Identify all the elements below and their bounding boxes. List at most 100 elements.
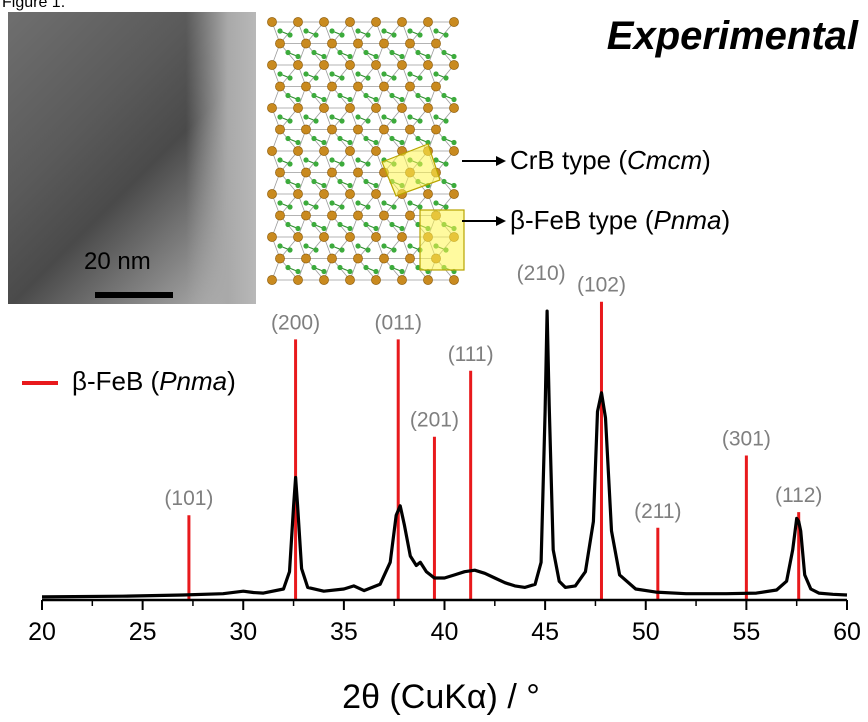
annotation-arrow-head-0 xyxy=(496,156,506,166)
boron-atom xyxy=(311,92,317,99)
iron-atom xyxy=(301,167,311,178)
boron-atom xyxy=(399,268,405,275)
boron-atom xyxy=(443,118,449,124)
iron-atom xyxy=(327,253,337,264)
iron-atom xyxy=(353,124,363,135)
boron-atom xyxy=(339,32,345,38)
boron-atom xyxy=(443,75,449,81)
iron-atom xyxy=(275,167,285,178)
boron-atom xyxy=(337,92,343,99)
boron-atom xyxy=(389,49,395,56)
boron-atom xyxy=(347,53,353,60)
boron-atom xyxy=(451,96,457,103)
boron-atom xyxy=(373,182,379,189)
boron-atom xyxy=(337,178,343,185)
boron-atom xyxy=(425,96,431,103)
boron-atom xyxy=(363,221,369,228)
iron-atom xyxy=(431,38,441,49)
annotation-feb: β-FeB type (Pnma) xyxy=(510,205,731,235)
x-tick-label-7: 55 xyxy=(732,618,760,646)
boron-atom xyxy=(285,135,291,142)
boron-atom xyxy=(303,71,309,77)
iron-atom xyxy=(423,189,433,199)
boron-atom xyxy=(295,225,301,232)
boron-atom xyxy=(285,178,291,185)
boron-atom xyxy=(451,182,457,189)
reflection-label-6: (211) xyxy=(634,500,681,523)
boron-atom xyxy=(339,204,345,210)
boron-atom xyxy=(415,135,421,142)
boron-atom xyxy=(287,32,293,38)
boron-atom xyxy=(329,28,335,34)
iron-atom xyxy=(449,103,459,113)
scale-bar-label: 20 nm xyxy=(84,248,151,275)
iron-atom xyxy=(397,232,407,242)
iron-atom xyxy=(293,275,303,285)
iron-atom xyxy=(319,232,329,242)
boron-atom xyxy=(391,75,397,81)
boron-atom xyxy=(277,71,283,77)
iron-atom xyxy=(293,60,303,70)
boron-atom xyxy=(407,114,413,120)
x-tick-label-1: 25 xyxy=(129,618,157,646)
iron-atom xyxy=(319,17,329,27)
legend: β-FeB (Pnma) xyxy=(22,366,236,397)
iron-atom xyxy=(301,210,311,221)
iron-atom xyxy=(405,253,415,264)
boron-atom xyxy=(355,28,361,34)
boron-atom xyxy=(321,53,327,60)
boron-atom xyxy=(347,182,353,189)
iron-atom xyxy=(327,81,337,92)
boron-atom xyxy=(329,114,335,120)
boron-atom xyxy=(355,243,361,249)
iron-atom xyxy=(319,189,329,199)
iron-atom xyxy=(301,253,311,264)
boron-atom xyxy=(443,204,449,210)
boron-atom xyxy=(295,139,301,146)
iron-atom xyxy=(449,146,459,156)
boron-atom xyxy=(373,268,379,275)
boron-atom xyxy=(365,204,371,210)
iron-atom xyxy=(423,17,433,27)
figure-label: Figure 1. xyxy=(2,0,66,11)
boron-atom xyxy=(381,28,387,34)
reflection-label-2: (011) xyxy=(374,311,421,334)
boron-atom xyxy=(339,118,345,124)
iron-atom xyxy=(345,103,355,113)
iron-atom xyxy=(397,17,407,27)
boron-atom xyxy=(365,118,371,124)
boron-atom xyxy=(425,53,431,60)
diffraction-pattern xyxy=(41,309,848,599)
boron-atom xyxy=(415,221,421,228)
boron-atom xyxy=(303,114,309,120)
reflection-label-7: (301) xyxy=(722,428,771,451)
boron-atom xyxy=(399,139,405,146)
boron-atom xyxy=(399,53,405,60)
boron-atom xyxy=(313,247,319,253)
iron-atom xyxy=(293,146,303,156)
boron-atom xyxy=(311,221,317,228)
iron-atom xyxy=(397,275,407,285)
boron-atom xyxy=(363,264,369,271)
iron-atom xyxy=(423,60,433,70)
boron-atom xyxy=(441,92,447,99)
boron-atom xyxy=(285,92,291,99)
iron-atom xyxy=(449,60,459,70)
iron-atom xyxy=(431,124,441,135)
boron-atom xyxy=(451,53,457,60)
boron-atom xyxy=(365,161,371,167)
boron-atom xyxy=(417,75,423,81)
unit-cell-feb xyxy=(419,209,465,271)
iron-atom xyxy=(379,210,389,221)
tem-micrograph xyxy=(8,12,256,304)
boron-atom xyxy=(337,135,343,142)
boron-atom xyxy=(303,243,309,249)
boron-atom xyxy=(329,157,335,163)
boron-atom xyxy=(337,221,343,228)
iron-atom xyxy=(301,124,311,135)
boron-atom xyxy=(287,247,293,253)
crystal-structure-image xyxy=(267,17,465,285)
boron-atom xyxy=(391,204,397,210)
boron-atom xyxy=(355,157,361,163)
iron-atom xyxy=(405,81,415,92)
